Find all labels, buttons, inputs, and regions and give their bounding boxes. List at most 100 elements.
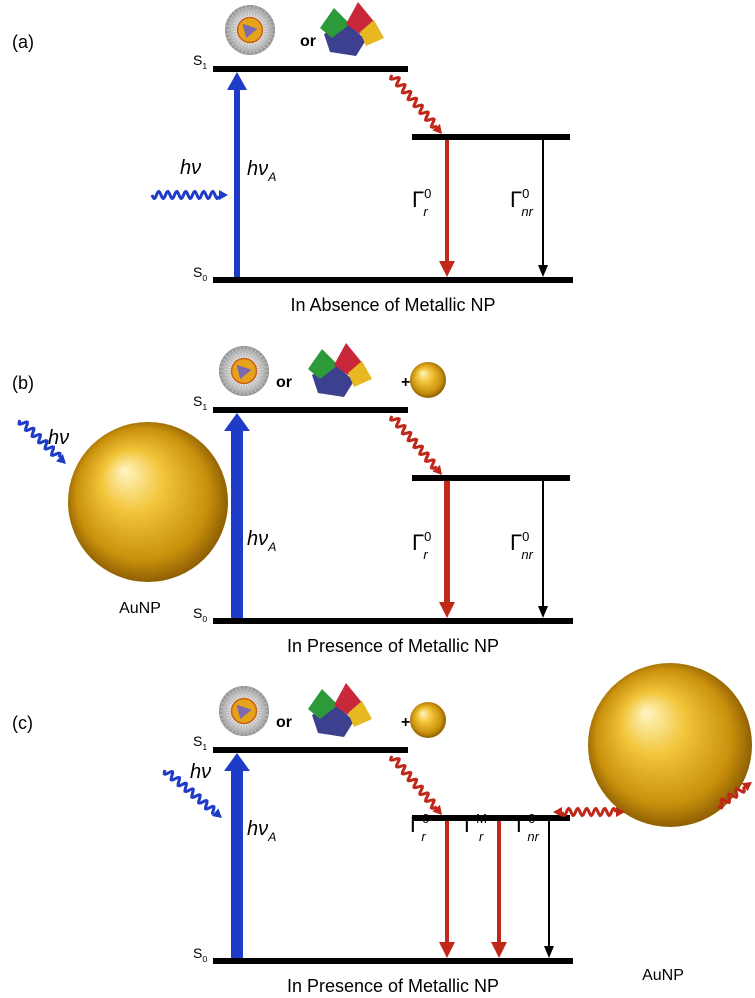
- arrow-head: [224, 413, 250, 431]
- arrow-head: [432, 124, 442, 134]
- rate-sup: 0: [522, 529, 529, 544]
- wavy-arrow: [562, 809, 616, 816]
- arrow-shaft: [445, 821, 449, 942]
- absorption-label-sub: A: [267, 830, 276, 844]
- arrow-head: [439, 261, 455, 277]
- absorption-label-sub: A: [267, 540, 276, 554]
- plus: +: [401, 374, 410, 391]
- wavy-arrow: [391, 75, 437, 127]
- wavy-arrow: [391, 756, 437, 808]
- rate-sup: 0: [528, 811, 535, 826]
- panel-label: (a): [12, 32, 34, 52]
- caption: In Presence of Metallic NP: [287, 976, 499, 996]
- s0-label-main: S: [193, 945, 202, 961]
- rate-sup: 0: [424, 529, 431, 544]
- pigment-icon: [320, 2, 384, 56]
- arrow-shaft: [231, 431, 243, 618]
- s0-label-main: S: [193, 605, 202, 621]
- rate-label: Γ0 nr: [510, 186, 534, 219]
- rate-symbol: Γ: [412, 530, 424, 555]
- s1-label-main: S: [193, 733, 202, 749]
- arrow-head: [538, 606, 548, 618]
- figure: (a)orS1S0hνAhνΓ0rΓ0nrIn Absence of Metal…: [0, 0, 755, 998]
- energy-level: [213, 407, 408, 413]
- rate-label: Γ0 nr: [510, 529, 534, 562]
- absorption-label-main: hν: [247, 818, 268, 840]
- arrow-head: [538, 265, 548, 277]
- caption: In Absence of Metallic NP: [290, 295, 495, 315]
- absorption-label: hνA: [247, 158, 276, 184]
- arrow-shaft: [497, 821, 501, 942]
- s0-label-main: S: [193, 264, 202, 280]
- arrow-head: [432, 465, 442, 475]
- wavy-arrow: [152, 192, 219, 199]
- s1-label-sub: 1: [202, 742, 207, 752]
- arrow-head: [219, 190, 228, 200]
- rate-sup: M: [476, 811, 487, 826]
- energy-level: [412, 134, 570, 140]
- rate-symbol: Γ: [410, 812, 422, 837]
- s0-label: S0: [193, 945, 207, 964]
- wavy-arrow: [391, 416, 437, 468]
- s1-label: S1: [193, 733, 207, 752]
- arrow-shaft: [445, 140, 449, 261]
- s0-label-sub: 0: [202, 273, 207, 283]
- rate-label: Γ0r: [412, 186, 431, 219]
- gold-nanoparticle: [68, 422, 228, 582]
- s1-label-sub: 1: [202, 402, 207, 412]
- panel-label: (b): [12, 373, 34, 393]
- particle-label: AuNP: [642, 967, 684, 984]
- absorption-label-main: hν: [247, 528, 268, 550]
- energy-level: [213, 277, 573, 283]
- s1-label: S1: [193, 393, 207, 412]
- absorption-label-main: hν: [247, 158, 268, 180]
- connector: or: [276, 714, 292, 731]
- arrow-head: [544, 946, 554, 958]
- arrow-head: [224, 753, 250, 771]
- absorption-label-sub: A: [267, 170, 276, 184]
- arrow-shaft: [444, 481, 450, 602]
- rate-sup: 0: [522, 186, 529, 201]
- energy-level: [213, 958, 573, 964]
- connector: or: [300, 33, 316, 50]
- rate-symbol: Γ: [412, 187, 424, 212]
- rate-sub: nr: [521, 204, 533, 219]
- energy-level: [412, 475, 570, 481]
- arrow-shaft: [548, 821, 550, 946]
- rate-sub: nr: [527, 829, 539, 844]
- s0-label: S0: [193, 264, 207, 283]
- rate-sub: r: [421, 829, 426, 844]
- s1-label-main: S: [193, 393, 202, 409]
- rate-symbol: Γ: [510, 530, 522, 555]
- s0-label: S0: [193, 605, 207, 624]
- arrow-shaft: [231, 771, 243, 958]
- rate-label: Γ0 r: [412, 529, 431, 562]
- gold-nanoparticle: [410, 362, 446, 398]
- s0-label-sub: 0: [202, 614, 207, 624]
- panel-label: (c): [12, 713, 33, 733]
- micelle-icon: [219, 686, 269, 736]
- arrow-head: [439, 602, 455, 618]
- pigment-icon: [308, 343, 372, 397]
- rate-label: Γ0 r: [410, 811, 429, 844]
- s1-label-main: S: [193, 52, 202, 68]
- rate-symbol: Γ: [510, 187, 522, 212]
- particle-label: AuNP: [119, 600, 161, 617]
- arrow-head: [227, 72, 247, 90]
- rate-sub: nr: [521, 547, 533, 562]
- arrow-shaft: [542, 481, 544, 606]
- connector: or: [276, 374, 292, 391]
- s0-label-sub: 0: [202, 954, 207, 964]
- arrow-head: [491, 942, 507, 958]
- excitation-label: hν: [48, 427, 69, 449]
- arrow-head: [432, 805, 442, 815]
- rate-sub: r: [423, 204, 428, 219]
- rate-sup: 0: [422, 811, 429, 826]
- rate-sub: r: [423, 547, 428, 562]
- micelle-icon: [219, 346, 269, 396]
- excitation-label: hν: [180, 157, 201, 179]
- s1-label: S1: [193, 52, 207, 71]
- s1-label-sub: 1: [202, 61, 207, 71]
- pigment-icon: [308, 683, 372, 737]
